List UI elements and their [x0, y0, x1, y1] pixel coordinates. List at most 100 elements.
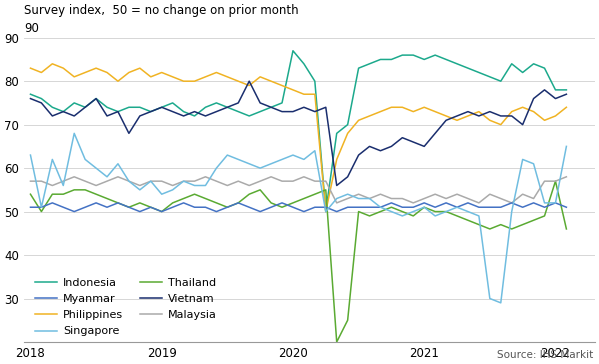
- Thailand: [169, 201, 176, 205]
- Philippines: [519, 105, 527, 110]
- Thailand: [333, 340, 340, 344]
- Thailand: [377, 209, 384, 214]
- Thailand: [497, 222, 504, 227]
- Malaysia: [289, 179, 297, 183]
- Indonesia: [147, 110, 155, 114]
- Malaysia: [344, 196, 351, 201]
- Myanmar: [486, 205, 494, 209]
- Indonesia: [475, 70, 482, 75]
- Philippines: [475, 110, 482, 114]
- Thailand: [552, 179, 559, 183]
- Indonesia: [38, 96, 45, 101]
- Thailand: [256, 188, 264, 192]
- Thailand: [158, 209, 165, 214]
- Thailand: [268, 201, 275, 205]
- Malaysia: [486, 192, 494, 196]
- Myanmar: [202, 205, 209, 209]
- Philippines: [191, 79, 198, 83]
- Line: Singapore: Singapore: [31, 133, 567, 303]
- Singapore: [191, 183, 198, 188]
- Malaysia: [213, 179, 220, 183]
- Vietnam: [333, 183, 340, 188]
- Myanmar: [180, 201, 187, 205]
- Vietnam: [388, 144, 395, 149]
- Philippines: [355, 118, 362, 123]
- Philippines: [224, 75, 231, 79]
- Thailand: [136, 201, 143, 205]
- Thailand: [486, 227, 494, 231]
- Vietnam: [366, 144, 373, 149]
- Thailand: [60, 192, 67, 196]
- Singapore: [71, 131, 78, 135]
- Philippines: [366, 114, 373, 118]
- Myanmar: [541, 205, 548, 209]
- Myanmar: [475, 205, 482, 209]
- Philippines: [344, 131, 351, 135]
- Indonesia: [279, 101, 286, 105]
- Myanmar: [530, 201, 537, 205]
- Thailand: [388, 205, 395, 209]
- Thailand: [180, 196, 187, 201]
- Myanmar: [377, 205, 384, 209]
- Indonesia: [355, 66, 362, 70]
- Malaysia: [235, 179, 242, 183]
- Vietnam: [49, 114, 56, 118]
- Indonesia: [180, 110, 187, 114]
- Singapore: [377, 205, 384, 209]
- Malaysia: [180, 179, 187, 183]
- Thailand: [410, 214, 417, 218]
- Myanmar: [552, 201, 559, 205]
- Vietnam: [191, 110, 198, 114]
- Malaysia: [49, 183, 56, 188]
- Malaysia: [27, 179, 34, 183]
- Myanmar: [104, 205, 111, 209]
- Thailand: [125, 205, 132, 209]
- Malaysia: [443, 196, 450, 201]
- Thailand: [563, 227, 570, 231]
- Malaysia: [191, 179, 198, 183]
- Philippines: [147, 75, 155, 79]
- Philippines: [246, 83, 253, 88]
- Philippines: [169, 75, 176, 79]
- Vietnam: [552, 96, 559, 101]
- Singapore: [125, 179, 132, 183]
- Thailand: [81, 188, 89, 192]
- Vietnam: [125, 131, 132, 135]
- Singapore: [49, 157, 56, 162]
- Indonesia: [235, 110, 242, 114]
- Malaysia: [355, 192, 362, 196]
- Text: Source: IHS Markit: Source: IHS Markit: [497, 351, 593, 360]
- Thailand: [213, 201, 220, 205]
- Indonesia: [246, 114, 253, 118]
- Malaysia: [300, 175, 307, 179]
- Malaysia: [268, 175, 275, 179]
- Vietnam: [486, 110, 494, 114]
- Myanmar: [399, 205, 406, 209]
- Malaysia: [388, 196, 395, 201]
- Indonesia: [497, 79, 504, 83]
- Singapore: [497, 301, 504, 305]
- Thailand: [246, 192, 253, 196]
- Vietnam: [71, 114, 78, 118]
- Vietnam: [147, 110, 155, 114]
- Philippines: [486, 118, 494, 123]
- Philippines: [311, 92, 319, 96]
- Myanmar: [114, 201, 122, 205]
- Philippines: [322, 209, 329, 214]
- Indonesia: [202, 105, 209, 110]
- Malaysia: [256, 179, 264, 183]
- Vietnam: [322, 105, 329, 110]
- Philippines: [158, 70, 165, 75]
- Indonesia: [81, 105, 89, 110]
- Thailand: [541, 214, 548, 218]
- Legend: Indonesia, Myanmar, Philippines, Singapore, Thailand, Vietnam, Malaysia: Indonesia, Myanmar, Philippines, Singapo…: [35, 278, 216, 336]
- Vietnam: [158, 105, 165, 110]
- Thailand: [530, 218, 537, 222]
- Malaysia: [279, 179, 286, 183]
- Myanmar: [388, 201, 395, 205]
- Philippines: [235, 79, 242, 83]
- Line: Indonesia: Indonesia: [31, 51, 567, 211]
- Myanmar: [366, 205, 373, 209]
- Myanmar: [81, 205, 89, 209]
- Thailand: [322, 188, 329, 192]
